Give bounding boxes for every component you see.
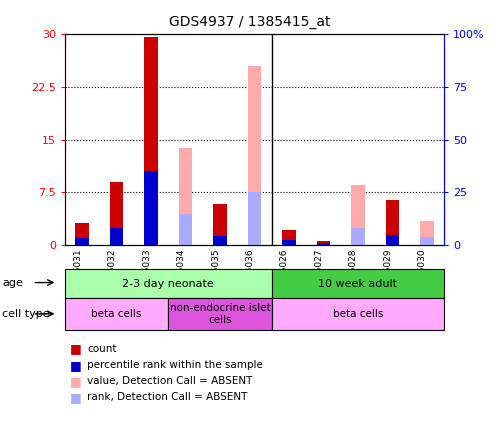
Bar: [65, 269, 272, 298]
Bar: [282, 230, 296, 245]
Text: beta cells: beta cells: [91, 309, 142, 319]
Text: GDS4937 / 1385415_at: GDS4937 / 1385415_at: [169, 15, 330, 29]
Bar: [420, 221, 434, 245]
Bar: [65, 298, 168, 330]
Bar: [272, 298, 444, 330]
Bar: [179, 148, 193, 245]
Text: rank, Detection Call = ABSENT: rank, Detection Call = ABSENT: [87, 392, 248, 402]
Text: value, Detection Call = ABSENT: value, Detection Call = ABSENT: [87, 376, 252, 386]
Text: 10 week adult: 10 week adult: [318, 279, 397, 289]
Bar: [168, 298, 272, 330]
Text: ■: ■: [70, 359, 82, 371]
Text: cell type: cell type: [2, 309, 50, 319]
Bar: [144, 171, 158, 245]
Text: ■: ■: [70, 375, 82, 387]
Text: percentile rank within the sample: percentile rank within the sample: [87, 360, 263, 370]
Bar: [316, 242, 330, 245]
Bar: [75, 223, 89, 245]
Text: beta cells: beta cells: [333, 309, 383, 319]
Bar: [272, 269, 444, 298]
Text: ■: ■: [70, 391, 82, 404]
Bar: [351, 185, 365, 245]
Bar: [351, 228, 365, 245]
Bar: [420, 237, 434, 245]
Bar: [316, 241, 330, 245]
Bar: [282, 240, 296, 245]
Bar: [144, 37, 158, 245]
Bar: [386, 235, 399, 245]
Text: ■: ■: [70, 343, 82, 355]
Text: age: age: [2, 277, 23, 288]
Text: count: count: [87, 344, 117, 354]
Bar: [248, 192, 261, 245]
Bar: [75, 238, 89, 245]
Text: 2-3 day neonate: 2-3 day neonate: [122, 279, 214, 289]
Text: non-endocrine islet
cells: non-endocrine islet cells: [170, 303, 270, 325]
Bar: [110, 228, 123, 245]
Bar: [179, 214, 193, 245]
Bar: [213, 204, 227, 245]
Bar: [248, 66, 261, 245]
Bar: [110, 182, 123, 245]
Bar: [213, 236, 227, 245]
Bar: [386, 200, 399, 245]
